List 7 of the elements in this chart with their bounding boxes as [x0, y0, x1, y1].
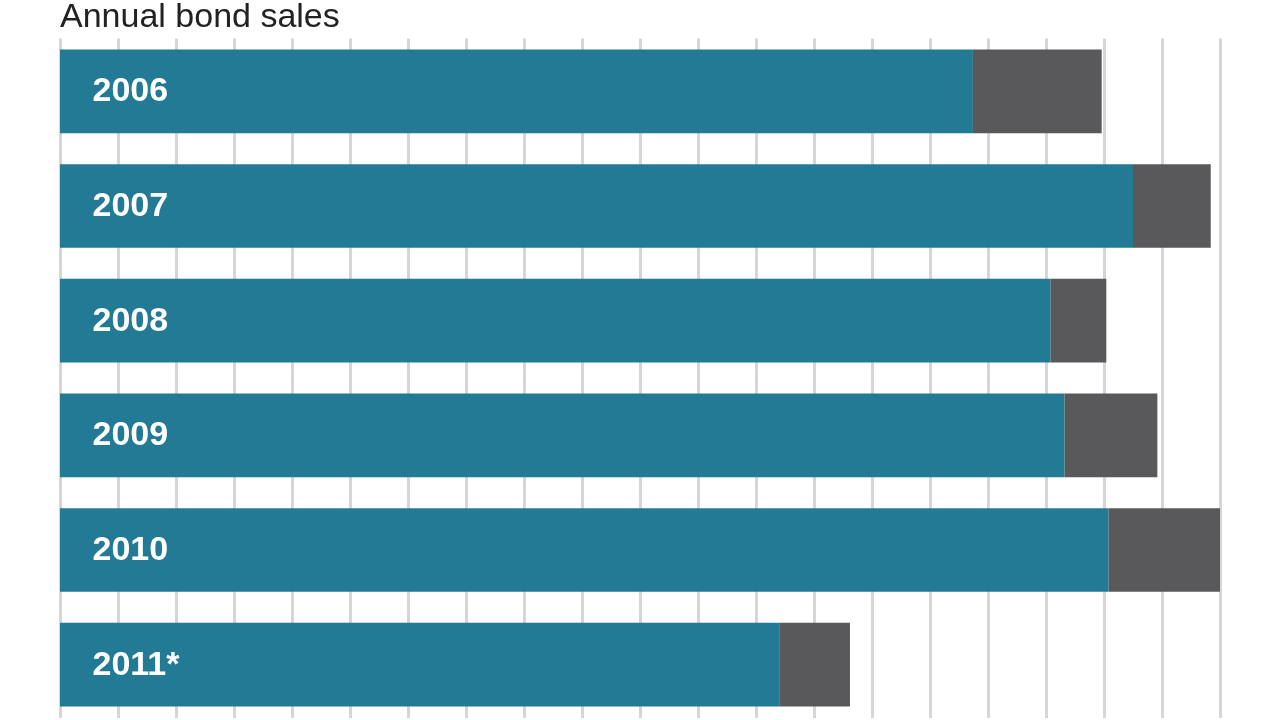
y-tick-label: 2008: [92, 299, 169, 338]
y-tick-label: 2009: [92, 414, 169, 453]
y-tick-label: 2011*: [92, 643, 181, 682]
y-tick-label: 2010: [92, 529, 169, 568]
chart-title: Annual bond sales: [60, 0, 340, 34]
y-tick-label: 2006: [92, 70, 169, 109]
y-tick-label: 2007: [92, 184, 169, 223]
